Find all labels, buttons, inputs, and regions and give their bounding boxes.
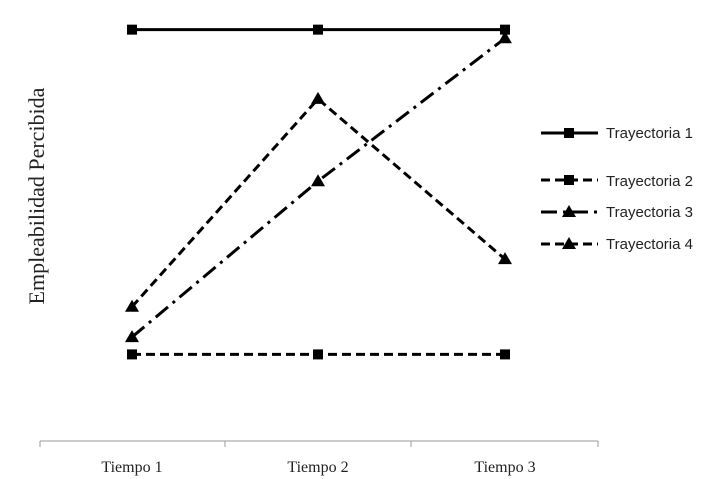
legend-label: Trayectoria 2 <box>606 173 693 190</box>
data-point-square <box>500 24 510 35</box>
data-point-square <box>500 349 510 360</box>
data-point-square <box>313 24 323 35</box>
data-point-triangle <box>498 31 512 44</box>
y-axis-label: Empleabilidad Percibida <box>24 87 49 304</box>
legend-item: Trayectoria 4 <box>541 236 693 253</box>
data-point-square <box>313 349 323 360</box>
data-point-triangle <box>125 330 139 343</box>
data-point-square <box>564 175 574 185</box>
legend-item: Trayectoria 1 <box>541 125 693 142</box>
legend-label: Trayectoria 3 <box>606 204 693 221</box>
legend: Trayectoria 1 Trayectoria 2 Trayectoria 3 T… <box>541 125 693 253</box>
data-point-triangle <box>311 174 325 187</box>
legend-label: Trayectoria 1 <box>606 125 693 142</box>
series-2 <box>127 349 510 360</box>
legend-item: Trayectoria 2 <box>541 173 693 190</box>
data-point-square <box>127 24 137 35</box>
x-tick-label: Tiempo 1 <box>101 459 162 476</box>
data-point-square <box>564 128 574 138</box>
data-point-triangle <box>125 299 139 312</box>
data-point-triangle <box>498 252 512 265</box>
series-line <box>131 37 506 339</box>
x-tick-label: Tiempo 2 <box>287 459 348 476</box>
x-axis: Tiempo 1 Tiempo 2 Tiempo 3 <box>39 440 599 476</box>
legend-label: Trayectoria 4 <box>606 236 693 253</box>
data-point-triangle <box>562 205 576 217</box>
series-1 <box>127 24 510 35</box>
data-point-triangle <box>311 91 325 104</box>
legend-item: Trayectoria 3 <box>541 204 693 221</box>
series-line <box>130 96 506 308</box>
x-tick-label: Tiempo 3 <box>474 459 535 476</box>
series-layer <box>125 24 512 360</box>
data-point-triangle <box>562 237 576 249</box>
series-4 <box>125 91 512 312</box>
data-point-square <box>127 349 137 360</box>
series-3 <box>125 31 512 343</box>
